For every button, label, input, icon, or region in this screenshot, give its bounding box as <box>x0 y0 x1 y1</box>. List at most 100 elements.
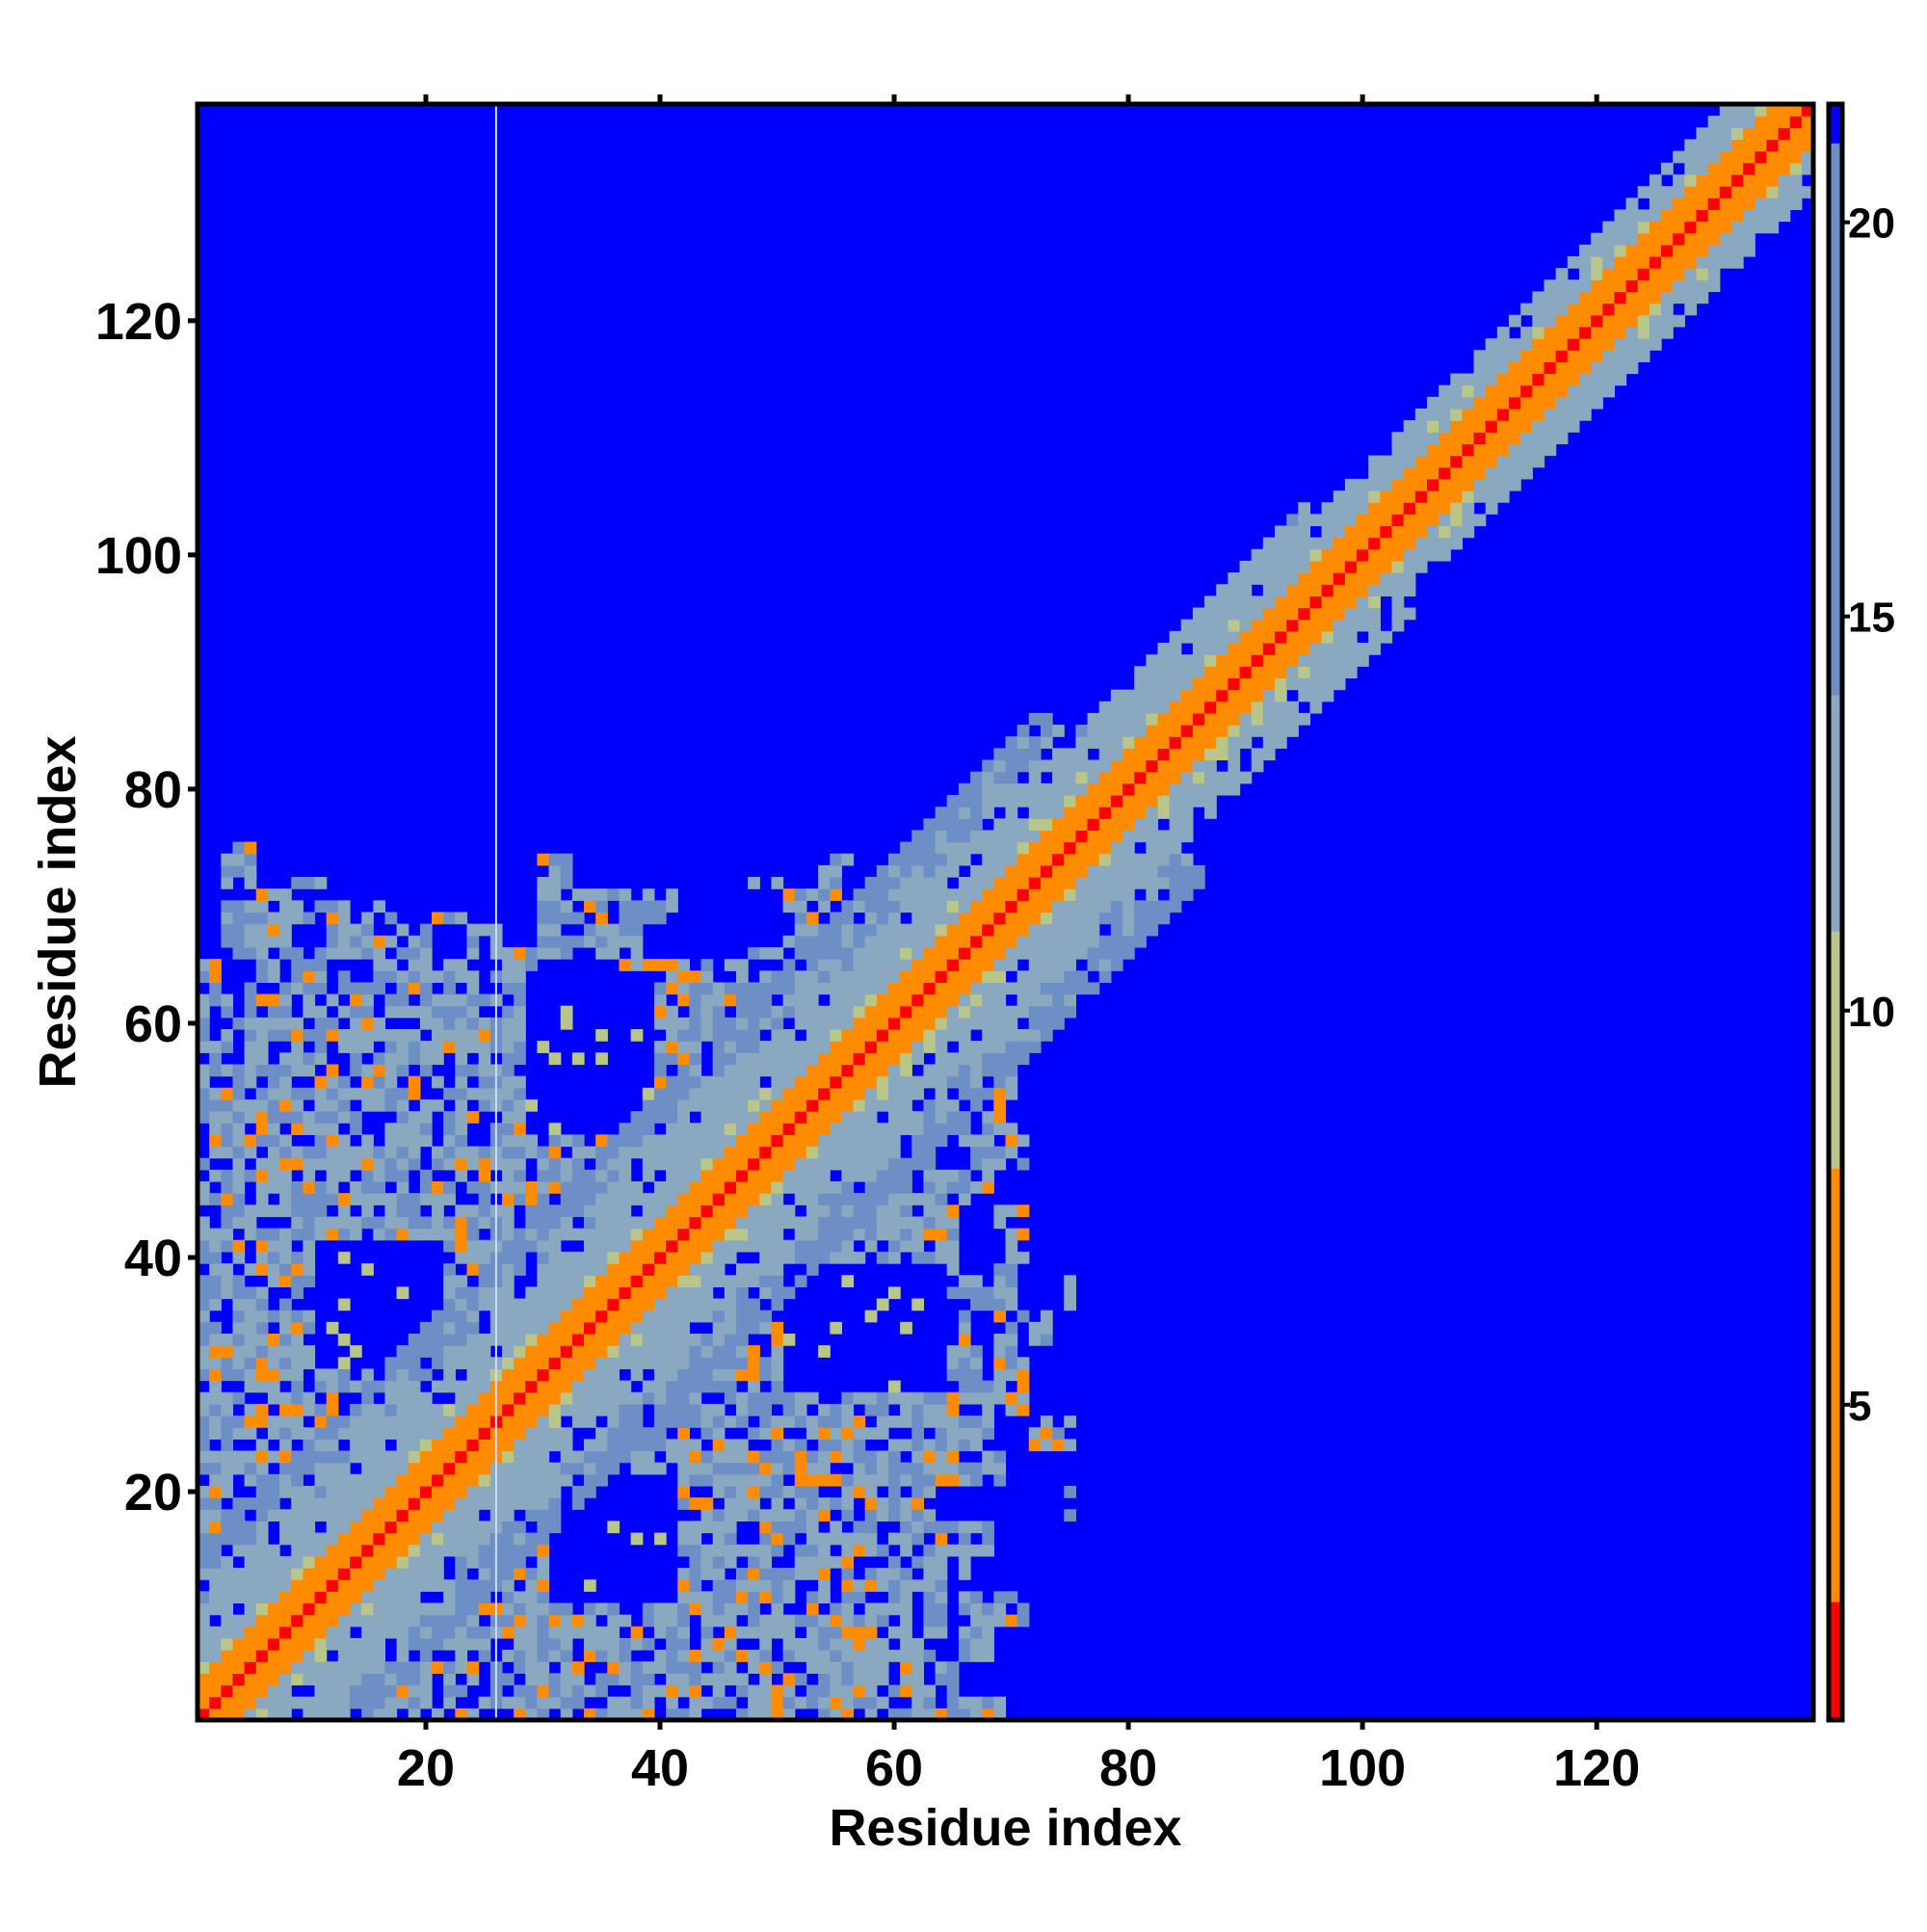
heatmap-cell <box>818 1193 831 1205</box>
heatmap-cell <box>818 982 831 995</box>
heatmap-cell <box>700 1544 714 1557</box>
heatmap-cell <box>993 923 1007 937</box>
heatmap-cell <box>1462 396 1475 410</box>
heatmap-cell <box>466 1416 480 1428</box>
heatmap-cell <box>782 1204 796 1218</box>
heatmap-cell <box>478 1637 491 1651</box>
heatmap-cell <box>677 1532 690 1546</box>
heatmap-cell <box>818 935 831 948</box>
heatmap-cell <box>1192 689 1205 702</box>
heatmap-cell <box>666 1416 678 1428</box>
heatmap-cell <box>455 1275 468 1287</box>
heatmap-cell <box>209 1602 222 1616</box>
heatmap-cell <box>1661 232 1674 246</box>
heatmap-cell <box>958 1029 971 1042</box>
heatmap-cell <box>1426 478 1439 491</box>
heatmap-cell <box>818 900 831 913</box>
heatmap-cell <box>1298 572 1311 585</box>
heatmap-cell <box>525 1532 539 1546</box>
heatmap-cell <box>982 1286 994 1300</box>
heatmap-cell <box>584 900 596 913</box>
heatmap-cell <box>1684 232 1698 246</box>
heatmap-cell <box>1110 841 1123 855</box>
heatmap-cell <box>946 1169 960 1182</box>
heatmap-cell <box>923 1134 937 1148</box>
heatmap-cell <box>408 1029 421 1042</box>
heatmap-cell <box>642 1134 655 1148</box>
heatmap-cell <box>1192 794 1205 807</box>
heatmap-cell <box>255 1193 269 1205</box>
heatmap-cell <box>1473 490 1487 503</box>
heatmap-cell <box>221 1707 234 1721</box>
heatmap-cell <box>666 900 678 913</box>
heatmap-cell <box>771 1064 784 1077</box>
heatmap-cell <box>221 1123 234 1135</box>
heatmap-cell <box>560 1321 573 1335</box>
heatmap-cell <box>571 1181 585 1194</box>
heatmap-cell <box>1204 807 1217 819</box>
heatmap-cell <box>255 1157 269 1171</box>
heatmap-cell <box>805 1532 819 1546</box>
heatmap-cell <box>782 1286 796 1300</box>
heatmap-cell <box>326 1228 339 1241</box>
heatmap-cell <box>653 1298 667 1311</box>
heatmap-cell <box>1719 209 1732 223</box>
heatmap-cell <box>1333 607 1346 621</box>
heatmap-cell <box>970 1275 983 1287</box>
heatmap-cell <box>1496 420 1510 433</box>
heatmap-cell <box>970 900 983 913</box>
heatmap-cell <box>1064 1509 1077 1522</box>
heatmap-cell <box>876 1146 889 1159</box>
heatmap-cell <box>1462 525 1475 539</box>
heatmap-cell <box>935 912 948 925</box>
heatmap-cell <box>337 1216 351 1230</box>
heatmap-cell <box>326 1123 339 1135</box>
heatmap-cell <box>303 993 316 1007</box>
heatmap-cell <box>432 1017 444 1030</box>
heatmap-cell <box>935 864 948 878</box>
heatmap-cell <box>1040 1427 1053 1440</box>
heatmap-cell <box>349 1555 362 1569</box>
heatmap-cell <box>314 1368 328 1382</box>
heatmap-cell <box>1216 701 1228 714</box>
heatmap-cell <box>782 1052 796 1066</box>
heatmap-cell <box>198 1391 210 1405</box>
heatmap-cell <box>1391 525 1405 539</box>
heatmap-cell <box>958 923 971 937</box>
heatmap-cell <box>326 1416 339 1428</box>
heatmap-cell <box>326 1368 339 1382</box>
heatmap-cell <box>349 1532 362 1546</box>
heatmap-cell <box>525 1228 539 1241</box>
heatmap-cell <box>361 1602 374 1616</box>
heatmap-cell <box>1227 666 1241 679</box>
heatmap-cell <box>1052 970 1065 984</box>
y-tick-label: 80 <box>124 761 182 819</box>
heatmap-cell <box>1544 443 1557 457</box>
heatmap-cell <box>1661 244 1674 257</box>
heatmap-cell <box>677 1064 690 1077</box>
heatmap-cell <box>537 1614 550 1628</box>
heatmap-cell <box>607 1661 620 1674</box>
heatmap-cell <box>1180 736 1194 749</box>
heatmap-cell <box>864 993 878 1007</box>
heatmap-cell <box>255 1637 269 1651</box>
heatmap-cell <box>267 1497 280 1510</box>
heatmap-cell <box>1028 970 1042 984</box>
heatmap-cell <box>466 923 480 937</box>
heatmap-cell <box>1075 771 1089 784</box>
heatmap-cell <box>443 1123 456 1135</box>
heatmap-cell <box>1719 150 1732 164</box>
heatmap-cell <box>1719 139 1732 152</box>
heatmap-cell <box>759 1357 773 1370</box>
heatmap-cell <box>514 1087 526 1100</box>
heatmap-cell <box>1637 326 1650 339</box>
heatmap-cell <box>805 1696 819 1709</box>
heatmap-cell <box>1450 478 1464 491</box>
heatmap-cell <box>1087 912 1100 925</box>
heatmap-cell <box>198 1532 210 1546</box>
heatmap-cell <box>771 1098 784 1112</box>
heatmap-cell <box>794 1544 807 1557</box>
heatmap-cell <box>1532 303 1545 316</box>
heatmap-cell <box>548 1462 562 1475</box>
heatmap-cell <box>700 1216 714 1230</box>
